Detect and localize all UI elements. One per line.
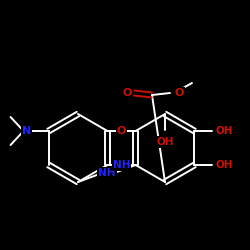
Text: O: O bbox=[122, 88, 132, 98]
Text: OH: OH bbox=[216, 126, 233, 136]
Text: OH: OH bbox=[156, 137, 174, 147]
Text: N: N bbox=[22, 126, 31, 136]
Text: O: O bbox=[174, 88, 184, 98]
Text: NH: NH bbox=[98, 168, 116, 178]
Text: O: O bbox=[117, 126, 126, 136]
Text: OH: OH bbox=[216, 160, 233, 170]
Text: NH: NH bbox=[113, 160, 130, 170]
